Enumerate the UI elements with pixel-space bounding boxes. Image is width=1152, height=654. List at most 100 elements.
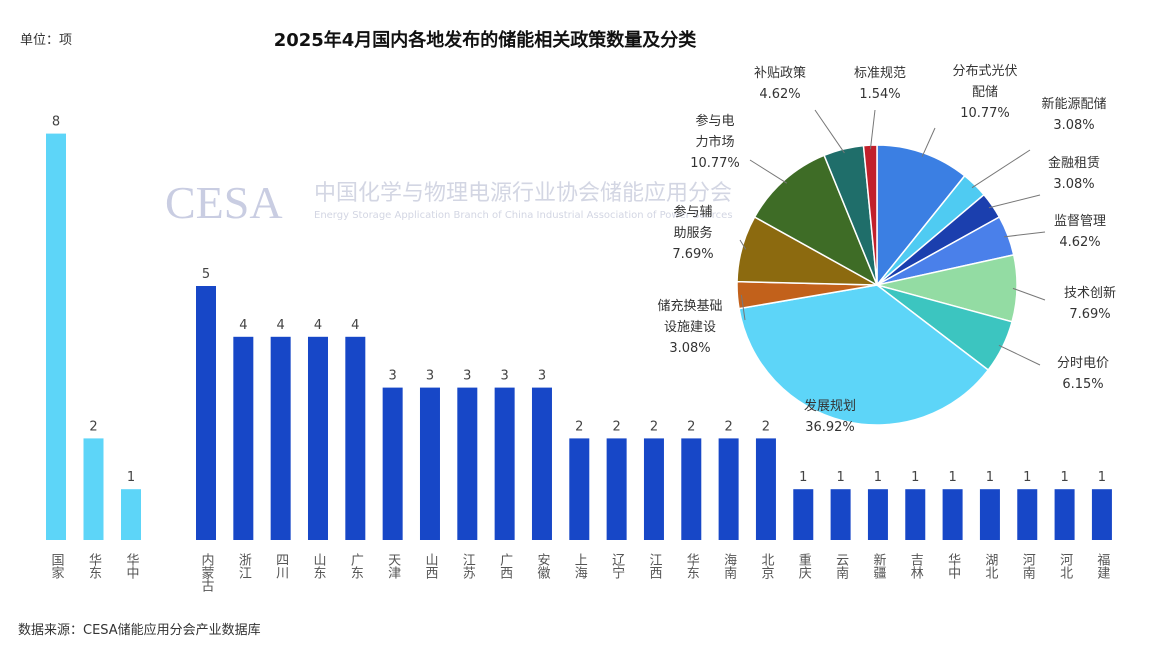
data-label: 1	[911, 470, 919, 485]
data-label: 2	[762, 419, 770, 434]
x-tick-label: 云南	[833, 553, 849, 579]
pie-slice	[862, 144, 878, 286]
bar	[233, 336, 254, 540]
bar	[1054, 489, 1075, 540]
pie-slice	[753, 154, 879, 287]
slice-label: 新能源配储	[1041, 96, 1106, 112]
leader-line	[971, 149, 1031, 189]
data-label: 2	[650, 419, 658, 434]
data-label: 3	[463, 369, 471, 384]
data-label: 2	[89, 419, 97, 434]
slice-value-label: 3.08%	[1053, 118, 1094, 133]
slice-label-line: 分布式光伏	[952, 64, 1017, 79]
leader-line	[1012, 287, 1046, 301]
slice-label: 储充换基础设施建设	[657, 298, 722, 335]
leader-line	[869, 109, 876, 150]
slice-value-label: 7.69%	[672, 247, 713, 262]
slice-label-line: 补贴政策	[754, 65, 806, 81]
bar	[46, 133, 66, 540]
leader-line	[921, 127, 936, 157]
x-tick-label: 华中	[945, 553, 961, 579]
leader-line	[814, 109, 845, 154]
data-label: 4	[351, 318, 359, 333]
data-label: 3	[389, 369, 397, 384]
data-label: 2	[724, 419, 732, 434]
slice-label-line: 力市场	[695, 134, 734, 150]
slice-label-line: 配储	[972, 85, 998, 100]
bar	[905, 489, 926, 540]
x-tick-label: 国家	[49, 553, 65, 579]
x-tick-label: 江西	[646, 553, 662, 579]
bar	[681, 438, 702, 540]
slice-label-line: 标准规范	[854, 66, 906, 81]
watermark-logo: CESA	[165, 177, 283, 228]
data-label: 3	[426, 369, 434, 384]
bar	[1091, 489, 1112, 540]
data-label: 4	[239, 318, 247, 333]
leader-line	[1004, 231, 1046, 238]
data-label: 2	[687, 419, 695, 434]
bar	[755, 438, 776, 540]
x-tick-label: 吉林	[908, 553, 924, 579]
x-tick-label: 海南	[721, 553, 737, 579]
slice-value-label: 3.08%	[1053, 177, 1094, 192]
data-label: 1	[836, 470, 844, 485]
data-label: 5	[202, 267, 210, 282]
slice-value-label: 7.69%	[1069, 307, 1110, 322]
bar	[942, 489, 963, 540]
bar	[569, 438, 590, 540]
bar	[121, 489, 141, 540]
slice-label-line: 储充换基础	[657, 298, 722, 314]
unit-label: 单位：项	[20, 33, 72, 48]
x-tick-label: 福建	[1094, 553, 1110, 580]
slice-value-label: 10.77%	[960, 106, 1010, 121]
x-tick-label: 山东	[310, 553, 326, 579]
slice-value-label: 10.77%	[690, 156, 740, 171]
data-label: 1	[986, 470, 994, 485]
slice-label: 发展规划	[804, 398, 856, 414]
data-label: 4	[277, 318, 285, 333]
bar	[1017, 489, 1038, 540]
slice-label: 标准规范	[854, 66, 906, 81]
leader-line	[740, 294, 746, 321]
bar	[643, 438, 664, 540]
data-label: 2	[612, 419, 620, 434]
bar	[793, 489, 814, 540]
slice-label-line: 分时电价	[1057, 356, 1109, 371]
x-tick-label: 北京	[758, 553, 774, 579]
x-tick-label: 广东	[348, 553, 364, 579]
data-label: 8	[52, 115, 60, 130]
bar	[867, 489, 888, 540]
slice-label-line: 新能源配储	[1041, 96, 1106, 112]
slice-label: 补贴政策	[754, 65, 806, 81]
x-tick-label: 湖北	[982, 553, 998, 580]
data-label: 1	[1060, 470, 1068, 485]
data-label: 4	[314, 318, 322, 333]
source-note: 数据来源：CESA储能应用分会产业数据库	[18, 622, 261, 638]
slice-label: 参与电力市场	[695, 113, 734, 150]
x-tick-label: 河北	[1057, 553, 1073, 580]
x-tick-label: 四川	[273, 553, 289, 579]
slice-label: 分时电价	[1057, 356, 1109, 371]
bar	[382, 387, 403, 540]
x-tick-label: 江苏	[460, 553, 476, 579]
bar	[270, 336, 291, 540]
x-tick-label: 内蒙古	[199, 552, 215, 592]
x-tick-label: 天津	[385, 553, 401, 579]
x-tick-label: 华中	[124, 553, 140, 579]
slice-value-label: 1.54%	[859, 87, 900, 102]
slice-label-line: 参与电	[695, 113, 734, 129]
slice-label-line: 发展规划	[804, 398, 856, 414]
watermark-english: Energy Storage Application Branch of Chi…	[314, 210, 733, 221]
x-tick-label: 安徽	[534, 553, 550, 579]
slice-label-line: 参与辅	[673, 204, 712, 220]
bar	[494, 387, 515, 540]
x-tick-label: 河南	[1020, 553, 1036, 579]
data-label: 3	[500, 369, 508, 384]
x-tick-label: 上海	[572, 553, 588, 579]
slice-value-label: 4.62%	[759, 87, 800, 102]
pie-slice	[738, 284, 990, 426]
slice-label: 监督管理	[1054, 214, 1106, 229]
bar	[307, 336, 328, 540]
